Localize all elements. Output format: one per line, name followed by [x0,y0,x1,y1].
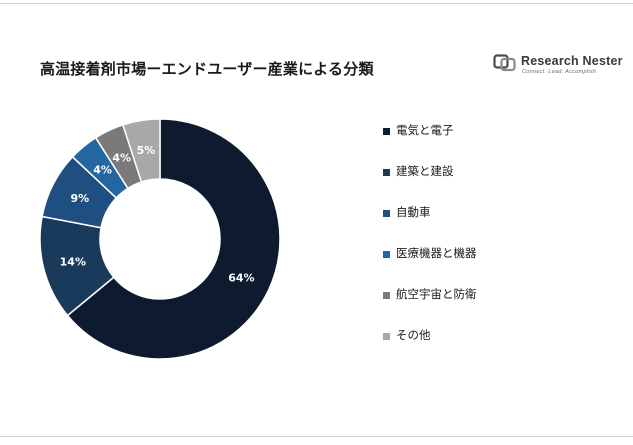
legend-swatch [383,251,390,258]
legend-label: 建築と建設 [396,164,454,178]
logo-mark-icon [493,54,516,72]
legend-swatch [383,210,390,217]
logo-name: Research Nester [521,54,623,68]
chart-title: 高温接着剤市場ーエンドユーザー産業による分類 [40,60,374,78]
legend-item-3: 自動車 [383,204,613,245]
legend-label: 電気と電子 [396,123,454,137]
legend-item-5: 航空宇宙と防衛 [383,286,613,327]
legend-label: その他 [396,328,431,342]
legend-swatch [383,292,390,299]
legend-item-4: 医療機器と機器 [383,245,613,286]
slice-data-label-4: 4% [93,164,112,177]
legend-label: 医療機器と機器 [396,246,477,260]
logo-tagline: Connect. Lead. Accomplish [522,69,597,75]
research-nester-logo: Research Nester Connect. Lead. Accomplis… [493,52,623,78]
top-rule [0,3,633,4]
slice-data-label-6: 5% [137,144,156,157]
donut-slice-1 [66,118,281,360]
donut-slice-6 [121,118,161,183]
slice-data-label-2: 14% [60,255,86,268]
legend-item-6: その他 [383,327,613,368]
legend-swatch [383,169,390,176]
slice-data-label-5: 4% [112,152,131,165]
legend-label: 航空宇宙と防衛 [396,287,477,301]
legend-swatch [383,128,390,135]
legend-swatch [383,333,390,340]
bottom-rule [0,436,633,437]
legend-item-1: 電気と電子 [383,122,613,163]
chart-legend: 電気と電子建築と建設自動車医療機器と機器 航空宇宙と防衛 その他 [383,122,613,368]
legend-item-2: 建築と建設 [383,163,613,204]
slice-data-label-3: 9% [70,192,89,205]
legend-label: 自動車 [396,205,431,219]
slice-data-label-1: 64% [228,271,254,284]
